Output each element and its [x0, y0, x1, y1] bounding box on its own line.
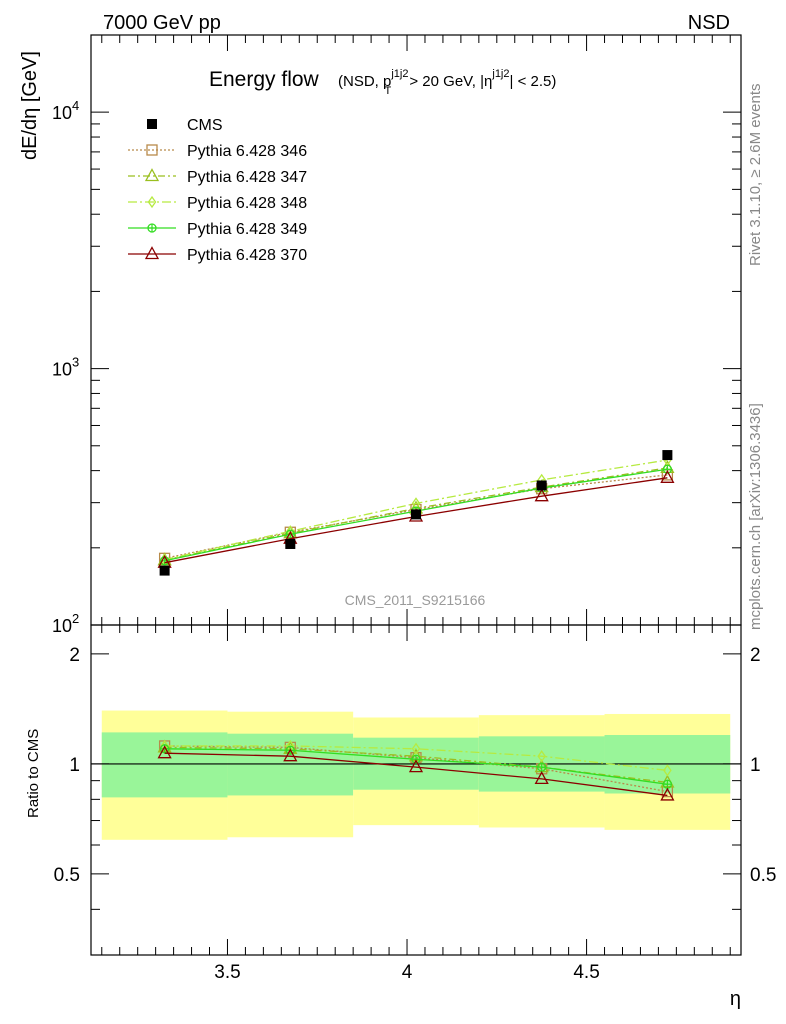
chart-title: Energy flow [209, 68, 320, 91]
legend-item-0: CMS [147, 117, 223, 134]
ratio-band-green-1 [227, 733, 354, 796]
analysis-watermark: CMS_2011_S9215166 [345, 592, 486, 608]
legend-item-4: Pythia 6.428 349 [128, 221, 307, 238]
ratio-point-s4-4 [660, 787, 675, 801]
ratio-y-tick-label-left: 2 [69, 645, 80, 666]
ratio-y-tick-label-left: 1 [69, 755, 80, 776]
legend-item-1: Pythia 6.428 346 [128, 143, 307, 160]
mcplots-credit-label: mcplots.cern.ch [arXiv:1306.3436] [747, 403, 764, 630]
legend-label-1: Pythia 6.428 346 [187, 143, 307, 160]
main-series-line-5 [164, 477, 668, 564]
ratio-point-s4-1 [283, 748, 298, 762]
main-y-axis-label: dE/dη [GeV] [19, 51, 41, 160]
ratio-y-tick-label-left: 0.5 [54, 865, 80, 886]
ratio-series-line-4 [164, 752, 668, 797]
ratio-point-s4-3 [534, 771, 549, 785]
legend: CMS Pythia 6.428 346 Pythia 6.428 347 Pythi… [128, 117, 307, 264]
legend-label-3: Pythia 6.428 348 [187, 195, 307, 212]
main-series-group [157, 450, 675, 576]
header-left-label: 7000 GeV pp [103, 12, 221, 34]
ratio-y-tick-label-right: 1 [750, 755, 761, 776]
ratio-point-s2-3 [537, 750, 546, 763]
legend-item-5: Pythia 6.428 370 [128, 246, 307, 264]
x-tick-label: 4.5 [573, 962, 599, 983]
main-point-s0-0 [159, 565, 170, 576]
main-axis-ticks: 102 103 104 [52, 34, 741, 636]
legend-label-5: Pythia 6.428 370 [187, 247, 307, 264]
x-tick-label: 3.5 [214, 962, 240, 983]
legend-marker-0 [147, 119, 157, 129]
main-y-tick-label: 103 [52, 355, 79, 380]
legend-item-2: Pythia 6.428 347 [128, 168, 307, 186]
main-y-tick-label: 102 [52, 611, 79, 636]
ratio-series-line-2 [164, 745, 668, 772]
legend-label-2: Pythia 6.428 347 [187, 169, 307, 186]
ratio-band-green-0 [101, 732, 228, 798]
ratio-point-s3-4 [662, 779, 673, 789]
main-series-line-3 [164, 459, 668, 561]
legend-marker-3 [147, 195, 157, 209]
legend-marker-1 [146, 144, 158, 156]
x-axis-label: η [730, 988, 741, 1010]
ratio-point-s3-3 [537, 762, 547, 772]
main-point-s0-4 [662, 450, 673, 461]
rivet-version-label: Rivet 3.1.10, ≥ 2.6M events [747, 84, 764, 267]
legend-marker-2 [144, 168, 160, 182]
ratio-point-s2-2 [411, 742, 421, 755]
ratio-point-s3-2 [411, 754, 421, 764]
main-y-tick-label: 104 [52, 98, 79, 123]
ratio-point-s4-2 [408, 759, 424, 773]
ratio-y-tick-label-right: 2 [750, 645, 761, 666]
legend-item-3: Pythia 6.428 348 [128, 195, 307, 212]
ratio-uncertainty-bands [91, 710, 741, 840]
header-right-label: NSD [688, 12, 730, 34]
ratio-point-s4-0 [157, 745, 172, 759]
chart-title-cuts: (NSD, pj1j2 T > 20 GeV, |ηj1j2| < 2.5) [338, 68, 556, 97]
main-point-s0-1 [285, 538, 296, 549]
main-point-s5-3 [534, 488, 549, 502]
legend-marker-4 [147, 223, 157, 233]
ratio-y-axis-label: Ratio to CMS [25, 729, 42, 818]
x-tick-label: 4 [402, 962, 413, 983]
legend-label-4: Pythia 6.428 349 [187, 221, 307, 238]
ratio-point-s2-4 [663, 764, 672, 777]
main-point-s0-2 [411, 509, 421, 520]
ratio-plot-frame [90, 624, 742, 956]
main-point-s0-3 [536, 480, 547, 491]
ratio-series-line-0 [164, 745, 668, 793]
legend-marker-5 [144, 246, 160, 260]
ratio-y-tick-label-right: 0.5 [750, 865, 776, 886]
legend-label-0: CMS [187, 117, 223, 134]
ratio-series-group [157, 739, 675, 801]
main-point-s5-4 [660, 469, 675, 483]
ratio-axis-ticks: 0.5 0.5 1 1 2 2 3.5 4 4.5 [54, 625, 776, 983]
